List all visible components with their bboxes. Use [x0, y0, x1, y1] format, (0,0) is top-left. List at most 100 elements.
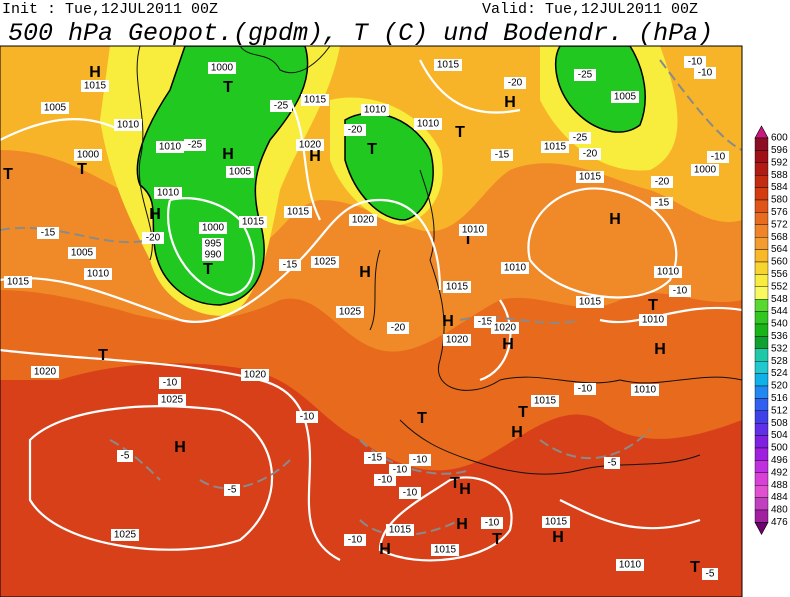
label-box — [434, 59, 462, 71]
label-box — [117, 450, 133, 462]
init-time: Init : Tue,12JUL2011 00Z — [2, 1, 218, 18]
label-box — [399, 487, 421, 499]
label-box — [542, 516, 570, 528]
colorbar-label: 484 — [771, 492, 788, 503]
isotherm-label: -10 — [698, 68, 713, 79]
pressure-center: T — [518, 404, 528, 421]
colorbar-label: 512 — [771, 405, 788, 416]
pressure-center: H — [654, 341, 666, 358]
isotherm-label: -25 — [578, 70, 593, 81]
colorbar-label: 508 — [771, 418, 788, 429]
isobar-label: 1015 — [7, 277, 30, 288]
pressure-center: T — [463, 231, 473, 248]
pressure-center: T — [492, 531, 502, 548]
isobar-label: 1015 — [437, 60, 460, 71]
label-box — [694, 67, 716, 79]
pressure-center: H — [309, 148, 321, 165]
label-box — [616, 559, 644, 571]
colorbar-label: 552 — [771, 281, 788, 292]
isobar-label: 1025 — [314, 257, 337, 268]
colorbar-segment — [754, 348, 769, 362]
label-box — [199, 222, 227, 234]
colorbar-segment — [754, 323, 769, 337]
isotherm-label: -5 — [608, 458, 617, 469]
isotherm-label: -20 — [583, 149, 598, 160]
isobar-label: 1015 — [434, 545, 457, 556]
label-box — [569, 132, 591, 144]
label-box — [574, 383, 596, 395]
isobar-label: 1015 — [389, 525, 412, 536]
pressure-center: T — [690, 559, 700, 576]
isotherm-label: -25 — [188, 140, 203, 151]
colorbar-segment — [754, 174, 769, 188]
isotherm-label: -10 — [348, 535, 363, 546]
valid-time: Valid: Tue,12JUL2011 00Z — [482, 1, 698, 18]
colorbar-segment — [754, 460, 769, 473]
label-box — [651, 176, 673, 188]
label-box — [31, 366, 59, 378]
label-box — [349, 214, 377, 226]
label-box — [68, 247, 96, 259]
pressure-center: H — [222, 146, 234, 163]
coastline — [136, 46, 742, 475]
label-box — [241, 369, 269, 381]
colorbar-label: 572 — [771, 219, 788, 230]
colorbar-label: 588 — [771, 170, 788, 181]
label-box — [474, 316, 496, 328]
isotherm-label: -10 — [300, 412, 315, 423]
isotherm-label: -15 — [478, 317, 493, 328]
isobar-label: 1025 — [339, 307, 362, 318]
colorbar-segment — [754, 137, 769, 151]
pressure-center: T — [455, 124, 465, 141]
isobar-label: 1000 — [77, 150, 100, 161]
isobar-label: 1010 — [157, 188, 180, 199]
label-box — [364, 452, 386, 464]
colorbar-segment — [754, 162, 769, 176]
label-box — [142, 232, 164, 244]
label-box — [239, 216, 267, 228]
colorbar-label: 584 — [771, 182, 788, 193]
isotherm — [0, 59, 742, 536]
label-box — [84, 268, 112, 280]
label-box — [501, 262, 529, 274]
isobar-label: 1000 — [694, 165, 717, 176]
isobar-label: 1025 — [161, 395, 184, 406]
label-box — [154, 187, 182, 199]
label-box — [639, 314, 667, 326]
colorbar-label: 596 — [771, 145, 788, 156]
label-box — [409, 454, 431, 466]
colorbar-label: 556 — [771, 269, 788, 280]
isobar-label: 1000 — [202, 223, 225, 234]
isotherm-label: -10 — [413, 455, 428, 466]
isobar-label: 1020 — [446, 335, 469, 346]
label-box — [311, 256, 339, 268]
colorbar-segment — [754, 398, 769, 411]
isobar-label: 1010 — [87, 269, 110, 280]
label-box — [208, 62, 236, 74]
pressure-center: T — [223, 79, 233, 96]
pressure-center: H — [149, 206, 161, 223]
label-box — [270, 100, 292, 112]
colorbar-segment — [754, 435, 769, 449]
colorbar-label: 480 — [771, 505, 788, 516]
label-box — [184, 139, 206, 151]
label-box — [344, 534, 366, 546]
isotherm-label: -5 — [121, 451, 130, 462]
colorbar-label: 560 — [771, 257, 788, 268]
colorbar-cap — [754, 522, 769, 536]
pressure-center: H — [609, 211, 621, 228]
isobar-label: 1020 — [34, 367, 57, 378]
label-box — [202, 249, 224, 261]
colorbar-label: 568 — [771, 232, 788, 243]
isobar-label: 1010 — [634, 385, 657, 396]
colorbar-label: 492 — [771, 467, 788, 478]
label-box — [414, 118, 442, 130]
isotherm-label: -20 — [146, 233, 161, 244]
isobar-label: 1015 — [84, 81, 107, 92]
label-box — [336, 306, 364, 318]
colorbar-cap — [754, 125, 769, 139]
label-box — [576, 171, 604, 183]
pressure-center: H — [552, 529, 564, 546]
isobar-label: 1015 — [446, 282, 469, 293]
pressure-center: T — [417, 410, 427, 427]
